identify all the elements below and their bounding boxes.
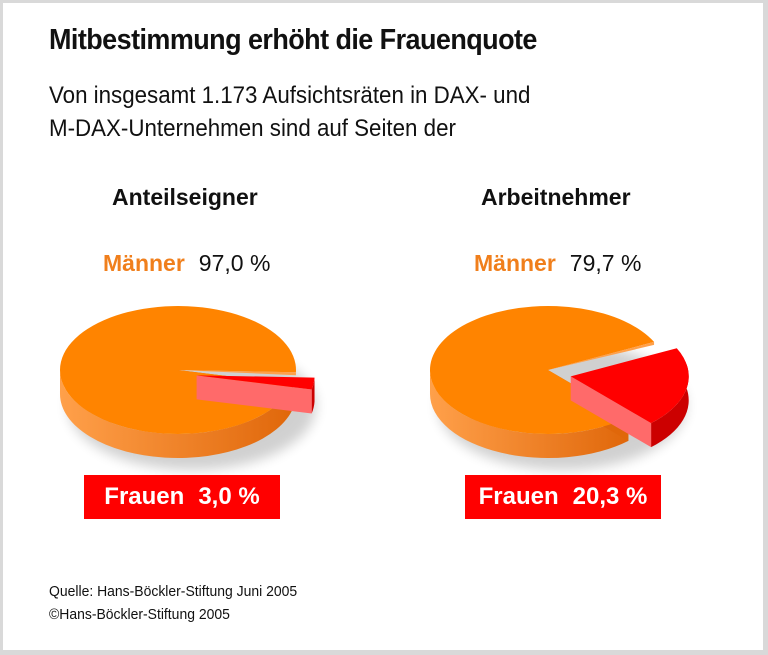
- women-slice-side: [651, 363, 689, 448]
- men-slice-side: [60, 370, 294, 458]
- men-slice-side: [430, 370, 629, 458]
- men-value: 97,0 %: [198, 250, 271, 276]
- women-label: Frauen: [478, 483, 559, 510]
- women-label: Frauen: [104, 483, 185, 510]
- men-slice-edge: [178, 370, 296, 376]
- men-label: Männer: [474, 250, 556, 276]
- pie-title-anteilseigner: Anteilseigner: [112, 184, 258, 210]
- women-slice-side: [311, 377, 315, 414]
- women-slice: [196, 375, 315, 390]
- subtitle-line-2: M-DAX-Unternehmen sind auf Seiten der: [49, 115, 456, 142]
- copyright-note: ©Hans-Böckler-Stiftung 2005: [49, 606, 230, 623]
- pie-chart-arbeitnehmer: [430, 306, 689, 470]
- women-badge-anteilseigner: Frauen 3,0 %: [84, 475, 280, 519]
- chart-subtitle: Von insgesamt 1.173 Aufsichtsräten in DA…: [49, 79, 530, 145]
- women-slice-cut-face: [196, 375, 312, 414]
- source-note: Quelle: Hans-Böckler-Stiftung Juni 2005: [49, 583, 298, 600]
- men-label: Männer: [103, 250, 185, 276]
- men-value: 79,7 %: [569, 250, 642, 276]
- men-legend-arbeitnehmer: Männer 79,7 %: [474, 250, 641, 277]
- chart-title: Mitbestimmung erhöht die Frauenquote: [49, 24, 537, 56]
- women-slice-cut-face: [570, 376, 652, 448]
- women-slice: [570, 348, 689, 424]
- pie-chart-anteilseigner: [60, 305, 316, 470]
- men-legend-anteilseigner: Männer 97,0 %: [103, 250, 270, 277]
- women-badge-arbeitnehmer: Frauen 20,3 %: [465, 475, 661, 519]
- men-slice: [60, 305, 297, 434]
- women-value: 3,0 %: [198, 483, 260, 510]
- men-slice-edge: [548, 341, 655, 370]
- subtitle-line-1: Von insgesamt 1.173 Aufsichtsräten in DA…: [49, 82, 531, 109]
- women-value: 20,3 %: [572, 483, 648, 510]
- pie-title-arbeitnehmer: Arbeitnehmer: [481, 184, 631, 210]
